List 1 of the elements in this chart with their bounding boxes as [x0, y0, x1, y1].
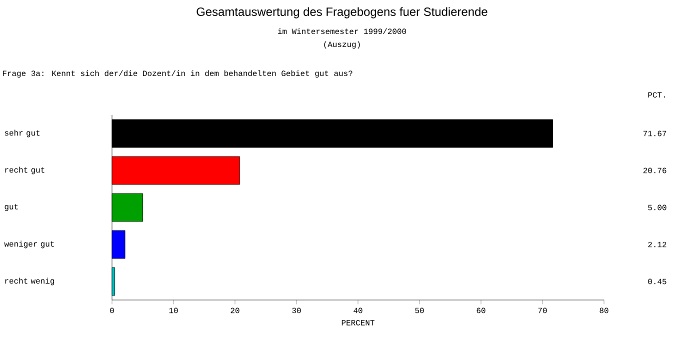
chart-title: Gesamtauswertung des Fragebogens fuer Studierende: [196, 7, 488, 18]
